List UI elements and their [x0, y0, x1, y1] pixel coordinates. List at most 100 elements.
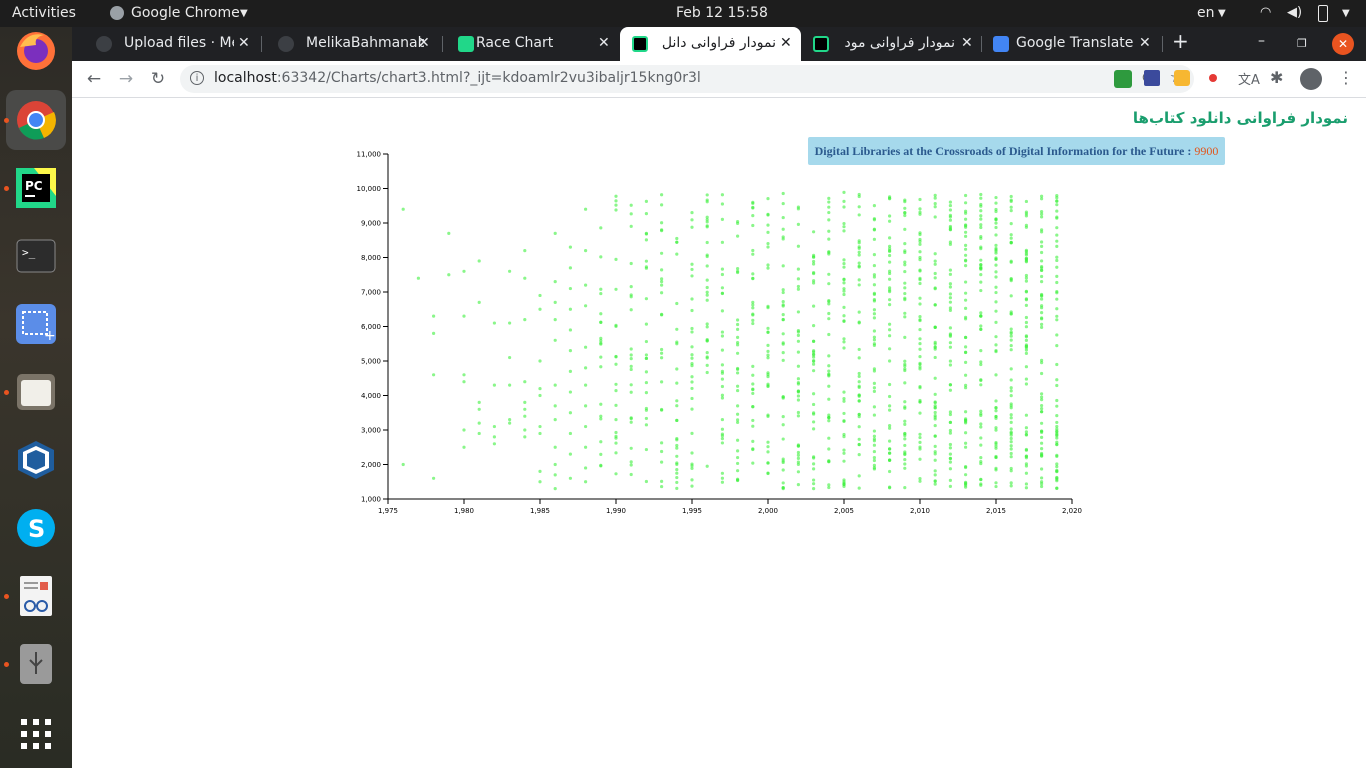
- data-point: [979, 324, 983, 328]
- data-point: [523, 407, 527, 411]
- chevron-down-icon[interactable]: ▼: [1342, 8, 1350, 19]
- puzzle-extensions-icon[interactable]: ✱: [1270, 68, 1284, 87]
- data-point: [1055, 255, 1059, 259]
- tab-melikabahmanab[interactable]: MelikaBahmanab ✕: [262, 27, 442, 61]
- close-tab-icon[interactable]: ✕: [961, 35, 973, 51]
- clock[interactable]: Feb 12 15:58: [676, 5, 768, 21]
- chrome-icon[interactable]: [6, 90, 66, 150]
- data-point: [948, 478, 953, 482]
- data-point: [888, 439, 892, 443]
- close-tab-icon[interactable]: ✕: [780, 35, 792, 51]
- data-point: [842, 221, 846, 226]
- wifi-icon[interactable]: ◠: [1260, 5, 1272, 20]
- terminal-icon[interactable]: >_: [12, 232, 60, 280]
- tab-google-translate[interactable]: Google Translate ✕: [981, 27, 1161, 61]
- app-menu-label[interactable]: Google Chrome: [131, 5, 240, 21]
- data-point: [1055, 194, 1059, 198]
- extension-icon[interactable]: [1174, 70, 1190, 86]
- data-point: [584, 304, 588, 308]
- data-point: [872, 237, 877, 241]
- skype-icon[interactable]: S: [12, 504, 60, 552]
- tab-active-chart[interactable]: نمودار فراوانی دانل ✕: [620, 27, 801, 61]
- firefox-icon[interactable]: [12, 27, 60, 75]
- save-extension-icon[interactable]: [1144, 70, 1160, 86]
- profile-avatar-icon[interactable]: [1300, 68, 1322, 90]
- y-tick-label: 3,000: [361, 427, 381, 435]
- back-button[interactable]: ←: [86, 69, 102, 89]
- data-point: [675, 461, 679, 465]
- x-tick-label: 1,985: [530, 507, 550, 515]
- data-point: [781, 486, 785, 490]
- pycharm-icon: [632, 36, 648, 52]
- translate-extension-icon[interactable]: 文A: [1238, 73, 1260, 88]
- data-point: [675, 342, 679, 346]
- data-point: [1040, 280, 1044, 284]
- record-extension-icon[interactable]: [1209, 74, 1217, 82]
- data-point: [964, 441, 968, 445]
- data-point: [872, 263, 877, 268]
- restore-button[interactable]: ❐: [1297, 37, 1307, 50]
- close-tab-icon[interactable]: ✕: [238, 35, 250, 51]
- data-point: [690, 462, 694, 466]
- data-point: [842, 261, 846, 266]
- data-point: [872, 434, 877, 438]
- data-point: [614, 257, 618, 261]
- data-point: [1009, 469, 1013, 473]
- close-tab-icon[interactable]: ✕: [418, 35, 430, 51]
- data-point: [1009, 413, 1013, 417]
- close-tab-icon[interactable]: ✕: [598, 35, 610, 51]
- reader-icon[interactable]: [12, 572, 60, 620]
- data-point: [842, 278, 846, 282]
- screenshot-icon[interactable]: +: [12, 300, 60, 348]
- data-point: [1055, 274, 1059, 278]
- data-point: [781, 317, 785, 322]
- volume-icon[interactable]: ◀): [1287, 5, 1303, 20]
- apps-grid-icon[interactable]: [12, 710, 60, 758]
- data-point: [644, 370, 648, 374]
- data-point: [720, 202, 724, 206]
- close-tab-icon[interactable]: ✕: [1139, 35, 1151, 51]
- reload-button[interactable]: ↻: [150, 69, 166, 89]
- usb-icon[interactable]: [12, 640, 60, 688]
- data-point: [964, 335, 968, 339]
- info-icon[interactable]: i: [190, 71, 204, 85]
- data-point: [675, 252, 679, 256]
- tab-chart-2[interactable]: نمودار فراوانی مود ✕: [801, 27, 981, 61]
- minimize-button[interactable]: –: [1258, 33, 1265, 49]
- data-point: [660, 268, 664, 272]
- new-tab-button[interactable]: +: [1172, 29, 1189, 53]
- virtualbox-icon[interactable]: [12, 436, 60, 484]
- data-point: [888, 244, 892, 248]
- data-point: [948, 442, 953, 447]
- menu-kebab-icon[interactable]: ⋮: [1338, 68, 1354, 87]
- language-indicator[interactable]: en: [1197, 5, 1215, 21]
- address-bar[interactable]: i localhost:63342/Charts/chart3.html?_ij…: [180, 65, 1194, 93]
- data-point: [660, 283, 664, 287]
- data-point: [675, 399, 679, 403]
- url-text[interactable]: localhost:63342/Charts/chart3.html?_ijt=…: [214, 70, 701, 86]
- data-point: [705, 254, 709, 259]
- data-point: [1009, 427, 1013, 431]
- data-point: [872, 312, 877, 316]
- tab-race-chart[interactable]: Race Chart ✕: [442, 27, 622, 61]
- data-point: [1040, 306, 1044, 310]
- pycharm-icon[interactable]: PC: [12, 164, 60, 212]
- battery-icon[interactable]: [1318, 5, 1328, 22]
- data-point: [872, 218, 877, 222]
- data-point: [751, 300, 755, 304]
- tab-upload-files[interactable]: Upload files · Mel ✕: [80, 27, 260, 61]
- close-window-button[interactable]: ✕: [1332, 33, 1354, 55]
- files-icon[interactable]: [12, 368, 60, 416]
- chevron-down-icon[interactable]: ▼: [1218, 8, 1226, 19]
- data-point: [857, 474, 861, 478]
- forward-button[interactable]: →: [118, 69, 134, 89]
- activities-button[interactable]: Activities: [12, 5, 76, 21]
- deepl-extension-icon[interactable]: [1114, 70, 1132, 88]
- data-point: [842, 482, 846, 486]
- data-point: [568, 452, 572, 456]
- data-point: [1040, 316, 1044, 320]
- chevron-down-icon[interactable]: ▼: [240, 8, 248, 19]
- data-point: [660, 203, 664, 207]
- data-point: [675, 418, 679, 422]
- data-point: [690, 308, 694, 313]
